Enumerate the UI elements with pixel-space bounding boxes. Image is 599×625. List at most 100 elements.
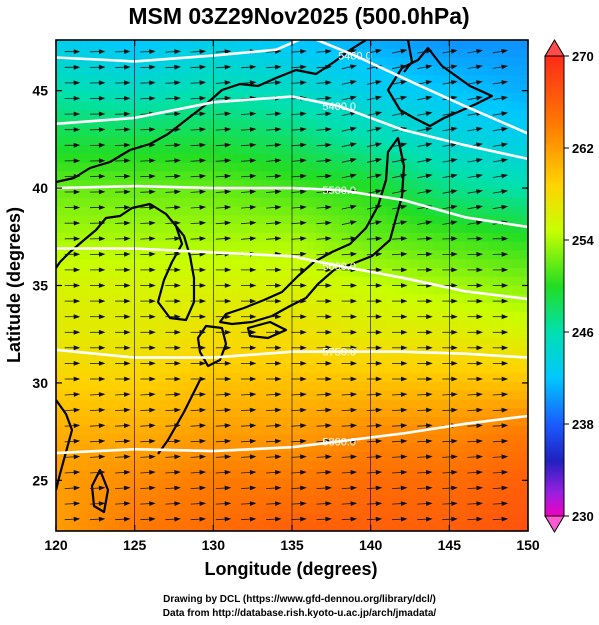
heatmap-cell	[299, 504, 309, 515]
heatmap-cell	[378, 57, 387, 67]
heatmap-cell	[441, 241, 450, 252]
heatmap-cell	[449, 522, 458, 531]
heatmap-cell	[370, 48, 380, 59]
heatmap-cell	[402, 320, 411, 330]
heatmap-cell	[307, 504, 317, 515]
heatmap-cell	[347, 180, 356, 190]
heatmap-cell	[496, 495, 505, 506]
heatmap-cell	[354, 478, 364, 488]
heatmap-cell	[111, 250, 120, 260]
heatmap-cell	[79, 487, 89, 497]
heatmap-cell	[347, 268, 356, 278]
heatmap-cell	[331, 320, 340, 330]
heatmap-cell	[205, 311, 214, 322]
wind-arrow-head	[224, 516, 232, 522]
heatmap-cell	[488, 154, 498, 164]
heatmap-cell	[488, 346, 498, 357]
heatmap-cell	[166, 425, 175, 436]
heatmap-cell	[244, 346, 254, 357]
heatmap-cell	[331, 355, 340, 365]
wind-arrow-head	[375, 423, 383, 429]
heatmap-cell	[268, 329, 277, 339]
heatmap-cell	[441, 408, 450, 418]
heatmap-cell	[425, 460, 435, 471]
heatmap-cell	[260, 101, 269, 111]
heatmap-cell	[103, 346, 112, 357]
heatmap-cell	[386, 101, 395, 111]
heatmap-cell	[441, 320, 450, 330]
heatmap-cell	[520, 57, 528, 67]
heatmap-cell	[472, 259, 482, 269]
wind-arrow-head	[275, 501, 282, 506]
heatmap-cell	[284, 232, 293, 243]
heatmap-cell	[260, 487, 269, 497]
heatmap-cell	[197, 145, 207, 155]
heatmap-cell	[520, 513, 528, 523]
wind-arrow-head	[249, 516, 257, 522]
heatmap-cell	[276, 145, 285, 155]
heatmap-cell	[260, 83, 269, 94]
heatmap-cell	[221, 478, 230, 488]
wind-arrow-head	[426, 236, 433, 241]
heatmap-cell	[118, 232, 128, 243]
wind-arrow-head	[375, 126, 383, 132]
heatmap-cell	[315, 259, 325, 269]
heatmap-cell	[244, 355, 254, 365]
wind-arrow-head	[124, 80, 131, 86]
heatmap-cell	[56, 329, 65, 339]
heatmap-cell	[284, 241, 293, 252]
heatmap-cell	[339, 57, 348, 67]
heatmap-cell	[354, 487, 364, 497]
heatmap-cell	[244, 92, 254, 102]
wind-arrow-head	[124, 96, 131, 101]
heatmap-cell	[111, 399, 120, 409]
heatmap-cell	[134, 48, 144, 59]
heatmap-cell	[252, 48, 262, 59]
heatmap-cell	[465, 285, 474, 295]
wind-arrow-head	[476, 236, 483, 242]
heatmap-cell	[56, 154, 65, 164]
heatmap-cell	[292, 504, 301, 515]
heatmap-cell	[504, 180, 513, 190]
wind-arrow-head	[325, 64, 332, 70]
heatmap-cell	[284, 162, 293, 173]
heatmap-cell	[347, 127, 356, 138]
heatmap-cell	[268, 66, 277, 76]
wind-arrow-head	[123, 501, 131, 506]
heatmap-cell	[386, 162, 395, 173]
heatmap-cell	[181, 320, 191, 330]
heatmap-cell	[103, 285, 112, 295]
heatmap-cell	[339, 101, 348, 111]
heatmap-cell	[134, 522, 144, 531]
heatmap-cell	[111, 381, 120, 392]
wind-arrow-head	[249, 267, 257, 273]
wind-arrow-head	[199, 361, 207, 366]
heatmap-cell	[205, 329, 214, 339]
heatmap-cell	[496, 346, 505, 357]
heatmap-cell	[244, 232, 254, 243]
heatmap-cell	[354, 294, 364, 304]
wind-arrow-head	[426, 298, 433, 304]
heatmap-cell	[394, 478, 403, 488]
heatmap-cell	[331, 136, 340, 146]
wind-arrow-head	[73, 283, 81, 288]
heatmap-cell	[134, 250, 144, 260]
heatmap-cell	[520, 259, 528, 269]
heatmap-cell	[504, 189, 513, 199]
heatmap-cell	[472, 101, 482, 111]
heatmap-cell	[378, 329, 387, 339]
heatmap-cell	[236, 487, 246, 497]
heatmap-cell	[142, 101, 151, 111]
heatmap-cell	[158, 162, 167, 173]
heatmap-cell	[56, 40, 65, 50]
heatmap-cell	[56, 145, 65, 155]
heatmap-cell	[181, 504, 191, 515]
heatmap-cell	[252, 311, 262, 322]
heatmap-cell	[276, 206, 285, 216]
heatmap-cell	[362, 303, 372, 313]
heatmap-cell	[205, 145, 214, 155]
heatmap-cell	[378, 487, 387, 497]
heatmap-cell	[394, 495, 403, 506]
wind-arrow-head	[501, 470, 509, 475]
heatmap-cell	[205, 469, 214, 479]
